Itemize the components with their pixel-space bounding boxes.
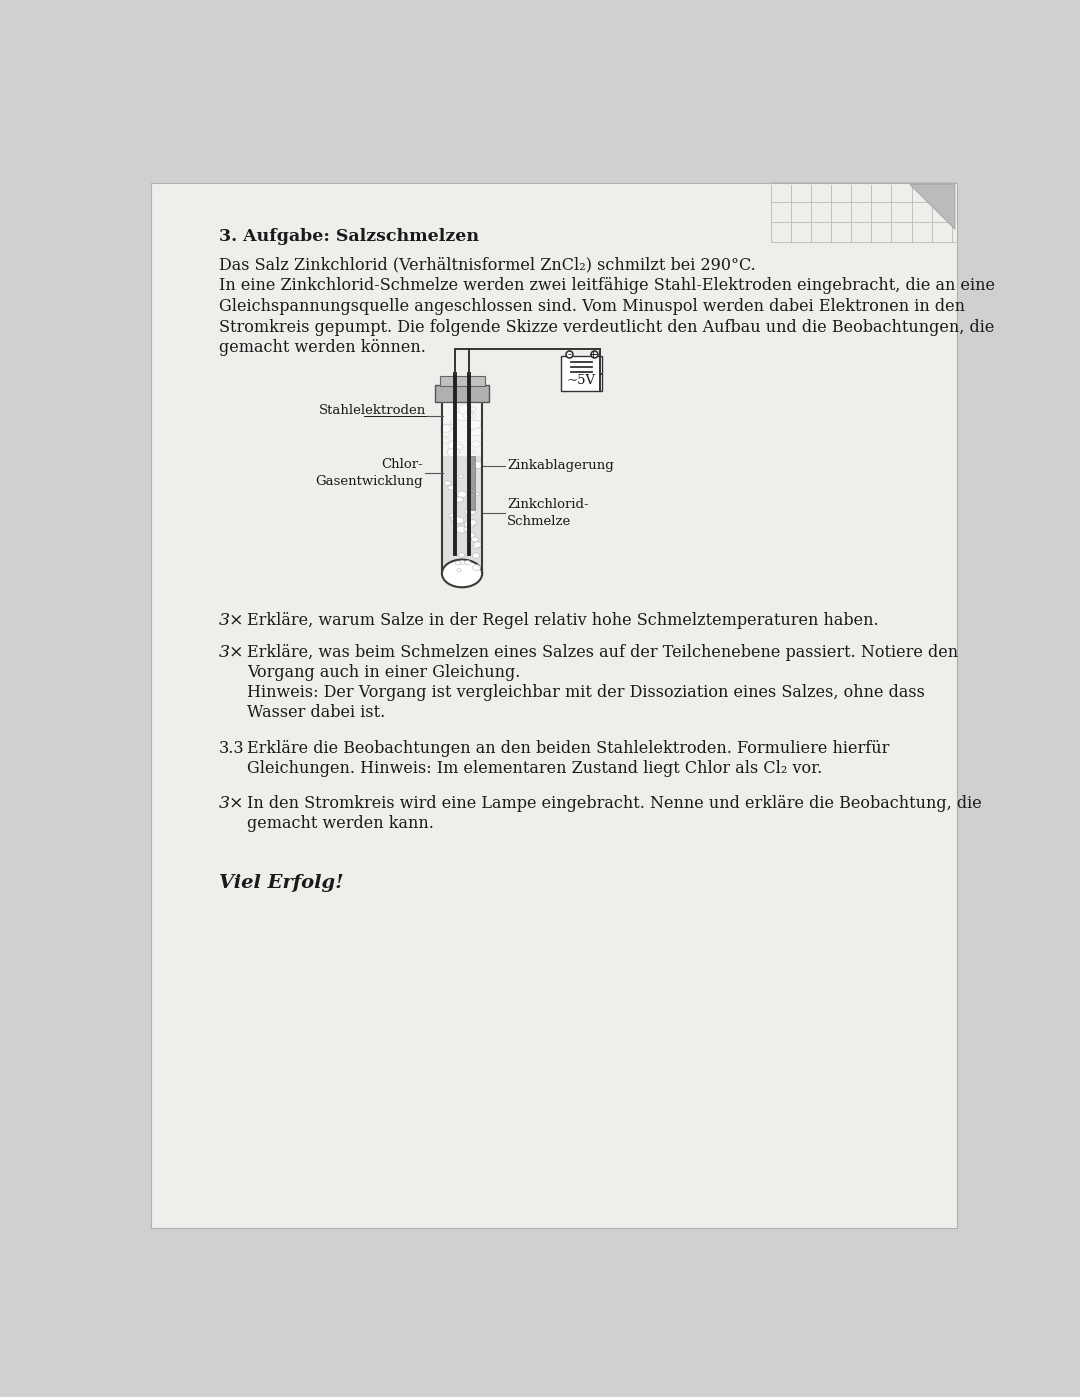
Ellipse shape xyxy=(463,412,472,419)
Ellipse shape xyxy=(443,439,449,443)
Ellipse shape xyxy=(453,503,458,506)
Ellipse shape xyxy=(442,425,451,432)
Ellipse shape xyxy=(473,543,480,549)
Ellipse shape xyxy=(475,493,480,496)
Ellipse shape xyxy=(449,425,456,429)
Bar xyxy=(444,404,481,455)
Ellipse shape xyxy=(447,450,454,454)
Text: In den Stromkreis wird eine Lampe eingebracht. Nenne und erkläre die Beobachtung: In den Stromkreis wird eine Lampe eingeb… xyxy=(247,795,982,812)
Ellipse shape xyxy=(455,517,464,524)
Ellipse shape xyxy=(464,411,475,419)
Ellipse shape xyxy=(457,569,461,571)
Text: Stahlelektroden: Stahlelektroden xyxy=(319,404,426,416)
Text: 3. Aufgabe: Salzschmelzen: 3. Aufgabe: Salzschmelzen xyxy=(218,229,478,246)
Ellipse shape xyxy=(473,461,483,468)
Ellipse shape xyxy=(464,509,474,515)
Bar xyxy=(435,384,489,402)
Text: 3×: 3× xyxy=(218,644,244,661)
Ellipse shape xyxy=(455,448,460,453)
Ellipse shape xyxy=(449,513,455,518)
Ellipse shape xyxy=(454,535,458,538)
Text: Zinkchlorid-
Schmelze: Zinkchlorid- Schmelze xyxy=(507,499,589,528)
Bar xyxy=(562,356,602,391)
Ellipse shape xyxy=(464,560,471,564)
Ellipse shape xyxy=(467,493,474,499)
Ellipse shape xyxy=(459,560,464,564)
Ellipse shape xyxy=(457,492,467,497)
Ellipse shape xyxy=(451,515,460,522)
Text: Wasser dabei ist.: Wasser dabei ist. xyxy=(247,704,386,721)
Ellipse shape xyxy=(471,427,483,436)
Ellipse shape xyxy=(468,532,475,538)
Text: Zinkablagerung: Zinkablagerung xyxy=(507,460,613,472)
Ellipse shape xyxy=(470,489,474,492)
Text: Gleichspannungsquelle angeschlossen sind. Vom Minuspol werden dabei Elektronen i: Gleichspannungsquelle angeschlossen sind… xyxy=(218,298,964,314)
Text: gemacht werden können.: gemacht werden können. xyxy=(218,339,426,356)
Ellipse shape xyxy=(471,450,475,453)
Ellipse shape xyxy=(455,562,461,564)
Text: Stromkreis gepumpt. Die folgende Skizze verdeutlicht den Aufbau und die Beobacht: Stromkreis gepumpt. Die folgende Skizze … xyxy=(218,319,994,335)
Text: Hinweis: Der Vorgang ist vergleichbar mit der Dissoziation eines Salzes, ohne da: Hinweis: Der Vorgang ist vergleichbar mi… xyxy=(247,685,926,701)
Text: Erkläre, was beim Schmelzen eines Salzes auf der Teilchenebene passiert. Notiere: Erkläre, was beim Schmelzen eines Salzes… xyxy=(247,644,959,661)
Text: In eine Zinkchlorid-Schmelze werden zwei leitfähige Stahl-Elektroden eingebracht: In eine Zinkchlorid-Schmelze werden zwei… xyxy=(218,277,995,293)
Bar xyxy=(444,455,481,571)
Text: Viel Erfolg!: Viel Erfolg! xyxy=(218,873,343,891)
Ellipse shape xyxy=(465,458,473,464)
Ellipse shape xyxy=(469,520,476,525)
Ellipse shape xyxy=(464,521,475,528)
Text: 3.3: 3.3 xyxy=(218,740,244,757)
Ellipse shape xyxy=(457,525,467,534)
Text: Erkläre die Beobachtungen an den beiden Stahlelektroden. Formuliere hierfür: Erkläre die Beobachtungen an den beiden … xyxy=(247,740,890,757)
Ellipse shape xyxy=(464,527,471,531)
Text: 3×: 3× xyxy=(218,795,244,812)
Ellipse shape xyxy=(459,475,463,478)
Ellipse shape xyxy=(458,404,472,414)
Ellipse shape xyxy=(472,553,480,559)
Bar xyxy=(440,376,485,387)
Ellipse shape xyxy=(470,412,474,415)
Ellipse shape xyxy=(471,407,476,411)
Text: gemacht werden kann.: gemacht werden kann. xyxy=(247,816,434,833)
Bar xyxy=(442,400,482,573)
Ellipse shape xyxy=(448,485,455,490)
Ellipse shape xyxy=(457,411,470,420)
Text: Gleichungen. Hinweis: Im elementaren Zustand liegt Chlor als Cl₂ vor.: Gleichungen. Hinweis: Im elementaren Zus… xyxy=(247,760,823,777)
Ellipse shape xyxy=(468,468,476,475)
Polygon shape xyxy=(910,184,955,229)
Ellipse shape xyxy=(471,536,478,542)
Ellipse shape xyxy=(456,444,463,450)
Text: 3×: 3× xyxy=(218,612,244,629)
Ellipse shape xyxy=(469,420,481,429)
Ellipse shape xyxy=(473,542,482,548)
Text: Chlor-
Gasentwicklung: Chlor- Gasentwicklung xyxy=(315,458,423,489)
Ellipse shape xyxy=(441,430,449,437)
Ellipse shape xyxy=(448,441,461,450)
Text: Vorgang auch in einer Gleichung.: Vorgang auch in einer Gleichung. xyxy=(247,665,521,682)
Ellipse shape xyxy=(444,481,451,486)
Ellipse shape xyxy=(456,497,463,502)
Bar xyxy=(469,455,475,510)
Ellipse shape xyxy=(472,441,481,447)
Ellipse shape xyxy=(447,448,459,457)
Ellipse shape xyxy=(450,420,456,425)
Text: Das Salz Zinkchlorid (Verhältnisformel ZnCl₂) schmilzt bei 290°C.: Das Salz Zinkchlorid (Verhältnisformel Z… xyxy=(218,256,755,274)
Text: +: + xyxy=(589,349,598,360)
Text: -: - xyxy=(567,349,571,360)
Ellipse shape xyxy=(451,517,458,522)
Ellipse shape xyxy=(473,564,481,570)
Ellipse shape xyxy=(467,412,472,416)
Ellipse shape xyxy=(459,553,464,557)
Ellipse shape xyxy=(469,510,475,514)
Text: Erkläre, warum Salze in der Regel relativ hohe Schmelztemperaturen haben.: Erkläre, warum Salze in der Regel relati… xyxy=(247,612,879,629)
Ellipse shape xyxy=(442,560,482,587)
Text: ~5V: ~5V xyxy=(567,374,596,387)
Ellipse shape xyxy=(441,425,451,433)
Ellipse shape xyxy=(471,464,474,467)
